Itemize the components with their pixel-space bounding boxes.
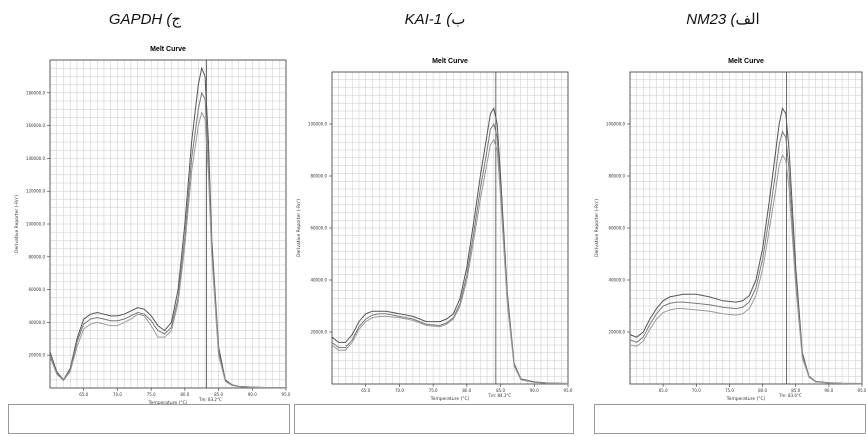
x-tick-label: 75.0 <box>429 388 438 393</box>
y-axis-label: Derivative Reporter (-Rn') <box>14 195 20 253</box>
well-legend <box>8 404 290 434</box>
y-tick-label: 40000.0 <box>608 278 625 283</box>
well-legend <box>594 404 866 434</box>
y-tick-label: 20000.0 <box>310 330 327 335</box>
melt-curve-series-3 <box>49 111 287 389</box>
heading-arabic-letter: ج <box>171 11 182 28</box>
x-tick-label: 85.0 <box>791 388 800 393</box>
x-axis-label: Temperature (°C) <box>148 400 188 406</box>
x-tick-label: 95.0 <box>282 392 291 397</box>
panel-heading: GAPDH (ج <box>0 10 290 28</box>
chart-title: Melt Curve <box>432 58 468 65</box>
x-tick-label: 85.0 <box>496 388 505 393</box>
melt-curve-chart: Melt Curve 65.0 70.0 75.0 80.0 85.0 90.0 95.0 20… <box>14 46 291 406</box>
chart-title: Melt Curve <box>728 58 764 65</box>
y-tick-label: 100000.0 <box>606 122 626 127</box>
y-tick-label: 80000.0 <box>608 174 625 179</box>
y-tick-label: 100000.0 <box>308 122 328 127</box>
melt-curve-series-2 <box>629 130 863 385</box>
x-axis-label: Temperature (°C) <box>430 396 470 402</box>
y-tick-label: 60000.0 <box>608 226 625 231</box>
melt-curve-panel-nm23: NM23 (الف Melt Curve 65.0 70.0 75.0 80.0 85.0… <box>580 0 866 436</box>
melt-curve-panel-kai1: KAI-1 (ب Melt Curve 65.0 70.0 75.0 80.0 85.0 9… <box>290 0 580 436</box>
panel-heading: KAI-1 (ب <box>290 10 580 28</box>
melt-curve-chart: Melt Curve 65.0 70.0 75.0 80.0 85.0 90.0 95.0 20… <box>594 58 866 402</box>
x-tick-label: 75.0 <box>147 392 156 397</box>
y-axis-label: Derivative Reporter (-Rn') <box>296 199 302 257</box>
y-tick-label: 20000.0 <box>608 330 625 335</box>
y-tick-label: 80000.0 <box>28 254 45 259</box>
tm-label: Tm: 84.3°C <box>488 393 512 398</box>
melt-curve-series-1 <box>629 107 863 384</box>
well-legend <box>294 404 574 434</box>
x-tick-label: 80.0 <box>462 388 471 393</box>
melt-curve-series-3 <box>331 138 569 385</box>
melt-curve-series-2 <box>49 91 287 389</box>
x-tick-label: 85.0 <box>214 392 223 397</box>
y-tick-label: 120000.0 <box>26 189 46 194</box>
x-tick-label: 90.0 <box>530 388 539 393</box>
y-tick-label: 100000.0 <box>26 222 46 227</box>
heading-arabic-letter: ب <box>451 11 466 28</box>
heading-gene: NM23 ( <box>686 11 736 28</box>
x-tick-label: 70.0 <box>113 392 122 397</box>
y-tick-label: 40000.0 <box>310 278 327 283</box>
x-tick-label: 90.0 <box>248 392 257 397</box>
x-tick-label: 90.0 <box>824 388 833 393</box>
y-tick-label: 80000.0 <box>310 174 327 179</box>
x-tick-label: 65.0 <box>659 388 668 393</box>
melt-curve-chart: Melt Curve 65.0 70.0 75.0 80.0 85.0 90.0 95.0 20… <box>296 58 573 402</box>
x-tick-label: 75.0 <box>725 388 734 393</box>
y-tick-label: 20000.0 <box>28 353 45 358</box>
y-axis-label: Derivative Reporter (-Rn') <box>594 199 600 257</box>
tm-label: Tm: 83.6°C <box>778 393 802 398</box>
y-tick-label: 60000.0 <box>310 226 327 231</box>
y-tick-label: 160000.0 <box>26 123 46 128</box>
x-tick-label: 80.0 <box>758 388 767 393</box>
y-tick-label: 180000.0 <box>26 90 46 95</box>
x-tick-label: 65.0 <box>79 392 88 397</box>
x-tick-label: 65.0 <box>361 388 370 393</box>
x-tick-label: 70.0 <box>692 388 701 393</box>
y-tick-label: 140000.0 <box>26 156 46 161</box>
x-tick-label: 95.0 <box>858 388 866 393</box>
heading-gene: GAPDH ( <box>108 11 172 28</box>
heading-arabic-letter: الف <box>735 11 760 28</box>
x-tick-label: 80.0 <box>180 392 189 397</box>
melt-curve-panel-gapdh: GAPDH (ج Melt Curve 65.0 70.0 75.0 80.0 85.0 9… <box>0 0 291 436</box>
x-tick-label: 70.0 <box>395 388 404 393</box>
x-axis-label: Temperature (°C) <box>726 396 766 402</box>
x-tick-label: 95.0 <box>564 388 573 393</box>
panel-heading: NM23 (الف <box>580 10 866 28</box>
tm-label: Tm: 83.2°C <box>198 397 222 402</box>
y-tick-label: 40000.0 <box>28 320 45 325</box>
melt-curve-series-1 <box>49 66 287 389</box>
chart-title: Melt Curve <box>150 46 186 53</box>
melt-curve-series-3 <box>629 154 863 385</box>
heading-gene: KAI-1 ( <box>404 11 452 28</box>
y-tick-label: 60000.0 <box>28 287 45 292</box>
